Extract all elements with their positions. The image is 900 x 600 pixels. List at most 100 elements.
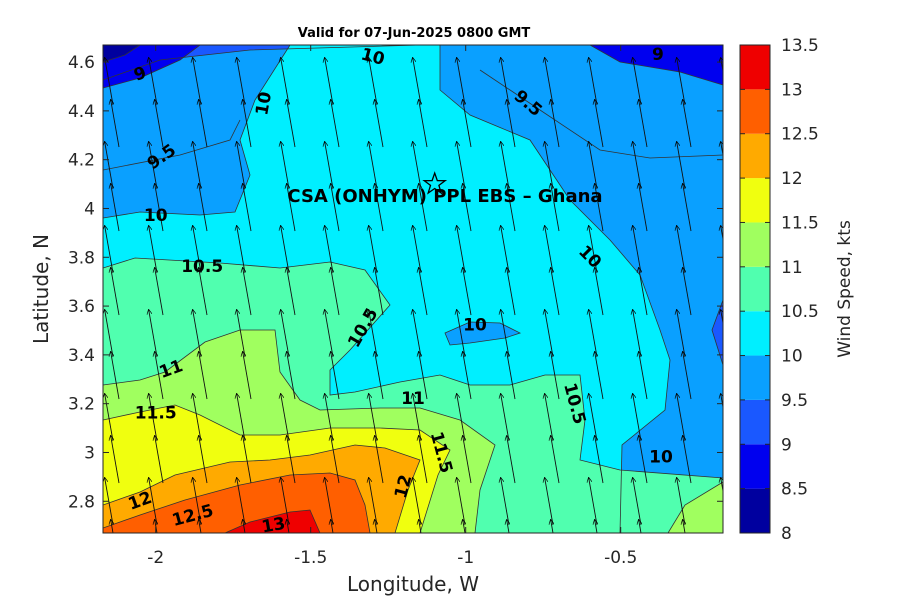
y-tick-label: 3 [84,443,95,463]
wind-arrow [325,310,334,358]
band-8-8.5-nw [103,45,140,62]
contour-label: 10 [144,206,168,226]
wind-arrow [331,100,340,148]
wind-arrow [331,520,339,533]
wind-arrow [683,436,692,484]
wind-arrow [589,142,598,190]
band-8.5-9-nw [103,45,200,88]
wind-arrow [243,520,251,533]
colorbar-band [740,488,770,533]
x-tick-label: -1 [457,548,474,568]
wind-arrow [545,142,554,190]
wind-arrow [155,184,164,232]
wind-arrow [105,394,114,442]
colorbar-band [740,45,770,90]
colorbar-tick-label: 11 [781,258,803,278]
wind-arrow [721,478,723,494]
wind-arrow [727,100,735,147]
wind-arrow [111,184,120,232]
colorbar-tick-label: 8.5 [781,480,808,500]
site-label: CSA (ONHYM) PPL EBS – Ghana [287,186,602,207]
wind-arrow [677,478,686,526]
wind-arrow [463,352,472,400]
colorbar-tick-label: 9.5 [781,391,808,411]
wind-arrow [545,478,554,526]
wind-arrow [199,268,208,316]
wind-arrow [243,184,252,232]
wind-arrow [727,436,735,483]
colorbar-band [740,444,770,489]
wind-arrow [237,310,246,358]
star-icon [422,171,448,195]
wind-arrow [325,58,334,106]
wind-arrow [639,520,647,533]
contour-label: 11.5 [135,403,177,423]
wind-arrow [281,142,290,190]
y-axis-label: Latitude, N [29,234,53,344]
wind-arrow [457,142,466,190]
wind-arrow [369,310,378,358]
colorbar-band [740,266,770,312]
wind-arrow [193,310,202,358]
wind-arrow [155,352,164,400]
wind-arrow [551,436,560,484]
wind-arrow [463,184,472,232]
y-tick-label: 4 [84,199,95,219]
contour-label: 10 [463,316,487,336]
wind-arrow [457,58,466,106]
colorbar-tick-label: 10 [781,347,803,367]
band-8.5-9-ne [590,45,723,85]
wind-arrow [683,184,692,232]
wind-arrow [551,268,560,316]
wind-arrow [589,394,598,442]
wind-arrow [111,352,120,400]
wind-arrow [375,268,384,316]
x-tick-label: -1.5 [294,548,327,568]
colorbar-band [740,355,770,400]
wind-arrow [111,100,120,148]
wind-arrow [683,268,692,316]
wind-arrow [331,352,340,400]
colorbar-band [740,222,770,267]
wind-arrow [325,226,334,274]
wind-arrow [721,142,723,158]
wind-arrow [639,352,648,400]
y-tick-label: 3.2 [68,395,95,415]
wind-arrow [721,310,723,326]
colorbar-tick-label: 8 [781,524,792,544]
wind-arrow [413,478,422,526]
wind-arrow [369,58,378,106]
wind-arrow [633,394,642,442]
wind-arrow [639,436,648,484]
wind-arrow [149,310,158,358]
wind-arrow [463,436,472,484]
wind-arrow [369,394,378,442]
wind-arrow [721,394,723,410]
wind-arrow [105,226,114,274]
contour-label: 10.5 [181,257,223,277]
wind-arrow [331,268,340,316]
wind-arrow [507,184,516,232]
y-tick-label: 4.2 [68,151,95,171]
wind-arrow [105,310,114,358]
y-axis-ticks: 2.8 3 3.2 3.4 3.6 3.8 4 4.2 4.4 4.6 [68,53,723,512]
wind-arrow [639,184,648,232]
wind-arrow [193,142,202,190]
wind-arrow [457,478,466,526]
wind-arrow [507,100,516,148]
wind-arrow [595,520,603,533]
wind-arrow [199,520,207,533]
chart-title: Valid for 07-Jun-2025 0800 GMT [298,26,531,41]
wind-arrow [413,310,422,358]
wind-arrow [243,352,252,400]
x-axis-label: Longitude, W [347,572,479,596]
colorbar-tick-label: 12 [781,169,803,189]
wind-arrow [105,58,114,106]
y-tick-label: 3.4 [68,346,95,366]
colorbar-tick-label: 13 [781,80,803,100]
y-tick-label: 2.8 [68,492,95,512]
wind-arrow [331,436,340,484]
wind-arrow [419,184,428,232]
band-13-13.5 [225,510,320,533]
wind-arrow [633,226,642,274]
